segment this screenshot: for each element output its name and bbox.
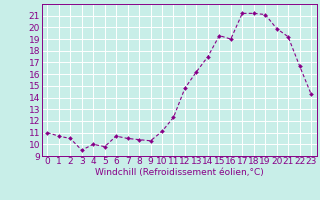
X-axis label: Windchill (Refroidissement éolien,°C): Windchill (Refroidissement éolien,°C) [95, 168, 264, 177]
